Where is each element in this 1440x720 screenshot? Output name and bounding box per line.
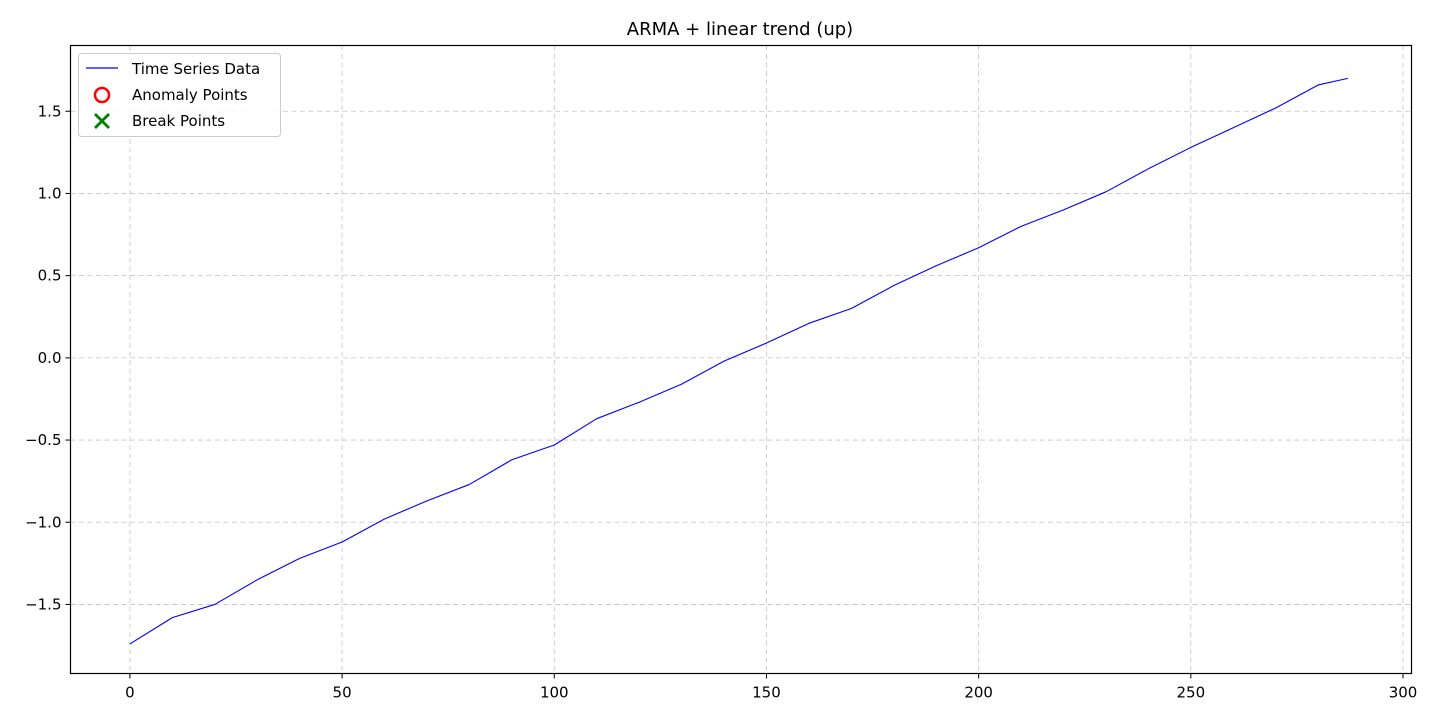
x-tick-label: 100 (540, 684, 569, 702)
x-tick-label: 200 (964, 684, 993, 702)
grid-layer (70, 45, 1412, 674)
legend-label-break: Break Points (132, 112, 225, 130)
y-tick-label: 1.0 (38, 184, 62, 202)
series-layer (129, 77, 1348, 645)
legend-label-anomaly: Anomaly Points (132, 86, 248, 104)
series-line-time-series-data (129, 77, 1348, 645)
ticks-layer: 0 50 100 150 200 250 300 −1.5 −1.0 −0.5 0.0 0.5 1.0 1… (25, 102, 1417, 701)
chart-title: ARMA + linear trend (up) (627, 19, 853, 40)
x-tick-label: 150 (752, 684, 781, 702)
legend-x-marker (94, 113, 110, 129)
y-tick-label: 1.5 (38, 102, 62, 120)
x-tick-label: 0 (125, 684, 135, 702)
y-tick-label: −0.5 (25, 431, 61, 449)
plot-frame (69, 44, 1413, 675)
y-tick-label: −1.5 (25, 595, 61, 613)
x-tick-label: 300 (1389, 684, 1418, 702)
legend: Time Series Data Anomaly Points Break Po… (78, 53, 281, 137)
y-tick-label: −1.0 (25, 513, 61, 531)
legend-circle-marker (93, 86, 111, 104)
x-tick-label: 50 (333, 684, 352, 702)
legend-frame (78, 53, 281, 137)
legend-label-time-series: Time Series Data (131, 60, 260, 78)
y-tick-label: 0.0 (38, 349, 62, 367)
y-tick-label: 0.5 (38, 267, 62, 285)
x-tick-label: 250 (1177, 684, 1206, 702)
